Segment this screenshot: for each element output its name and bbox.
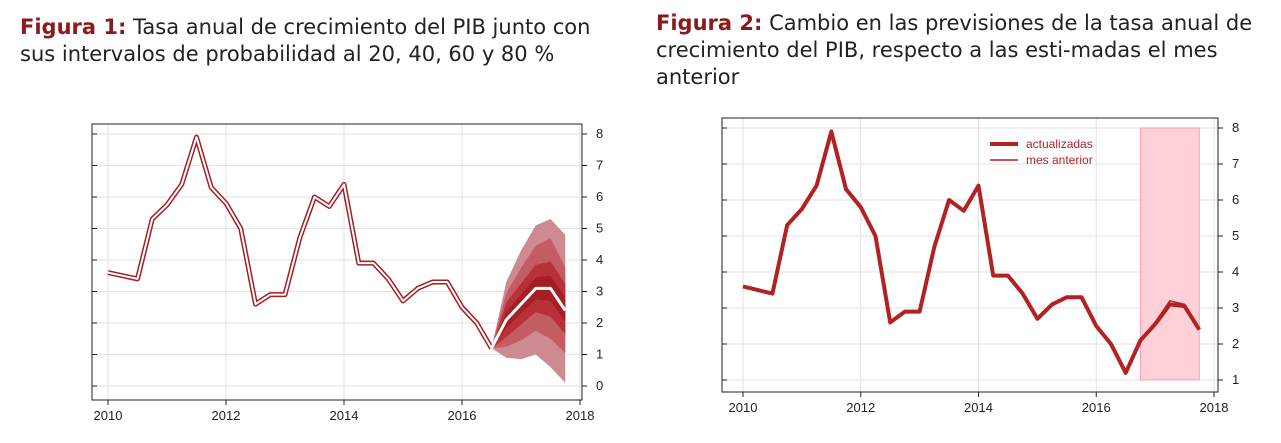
- y-tick-label: 7: [1232, 156, 1239, 171]
- x-tick-label: 2010: [94, 408, 123, 423]
- x-tick-label: 2010: [729, 400, 758, 415]
- forecast-line: [490, 286, 567, 349]
- x-tick-label: 2016: [1082, 400, 1111, 415]
- legend-label-2: mes anterior: [1026, 153, 1093, 167]
- fan-band-4: [491, 275, 566, 349]
- figure-1-caption: Figura 1: Tasa anual de crecimiento del …: [20, 14, 620, 68]
- history-line: [107, 136, 493, 349]
- y-tick-label: 8: [596, 126, 603, 141]
- y-tick-label: 5: [1232, 228, 1239, 243]
- y-tick-label: 0: [596, 378, 603, 393]
- y-tick-label: 3: [596, 284, 603, 299]
- x-tick-label: 2012: [212, 408, 241, 423]
- figure-2-label: Figura 2:: [656, 11, 763, 35]
- x-tick-label: 2012: [846, 400, 875, 415]
- x-tick-label: 2018: [566, 408, 595, 423]
- x-tick-label: 2016: [448, 408, 477, 423]
- y-tick-label: 3: [1232, 300, 1239, 315]
- series-line-1: [742, 129, 1201, 375]
- forecast-shade: [1139, 127, 1200, 381]
- y-tick-label: 6: [596, 189, 603, 204]
- figure-1-title: Tasa anual de crecimiento del PIB junto …: [20, 15, 591, 66]
- figure-1-label: Figura 1:: [20, 15, 127, 39]
- y-tick-label: 7: [596, 158, 603, 173]
- legend-label-1: actualizadas: [1026, 137, 1093, 151]
- y-tick-label: 5: [596, 221, 603, 236]
- y-tick-label: 4: [1232, 264, 1239, 279]
- x-tick-label: 2014: [964, 400, 993, 415]
- plot-frame: [91, 123, 583, 401]
- plot-frame: [721, 117, 1219, 393]
- x-tick-label: 2018: [1200, 400, 1229, 415]
- figure-2-title: Cambio en las previsiones de la tasa anu…: [656, 11, 1253, 89]
- figure-2-caption: Figura 2: Cambio en las previsiones de l…: [656, 10, 1276, 91]
- y-tick-label: 2: [1232, 336, 1239, 351]
- x-tick-label: 2014: [330, 408, 359, 423]
- series-line-2: [1139, 300, 1200, 341]
- y-tick-label: 6: [1232, 192, 1239, 207]
- y-tick-label: 8: [1232, 120, 1239, 135]
- y-tick-label: 1: [1232, 372, 1239, 387]
- y-tick-label: 4: [596, 252, 603, 267]
- y-tick-label: 2: [596, 315, 603, 330]
- y-tick-label: 1: [596, 347, 603, 362]
